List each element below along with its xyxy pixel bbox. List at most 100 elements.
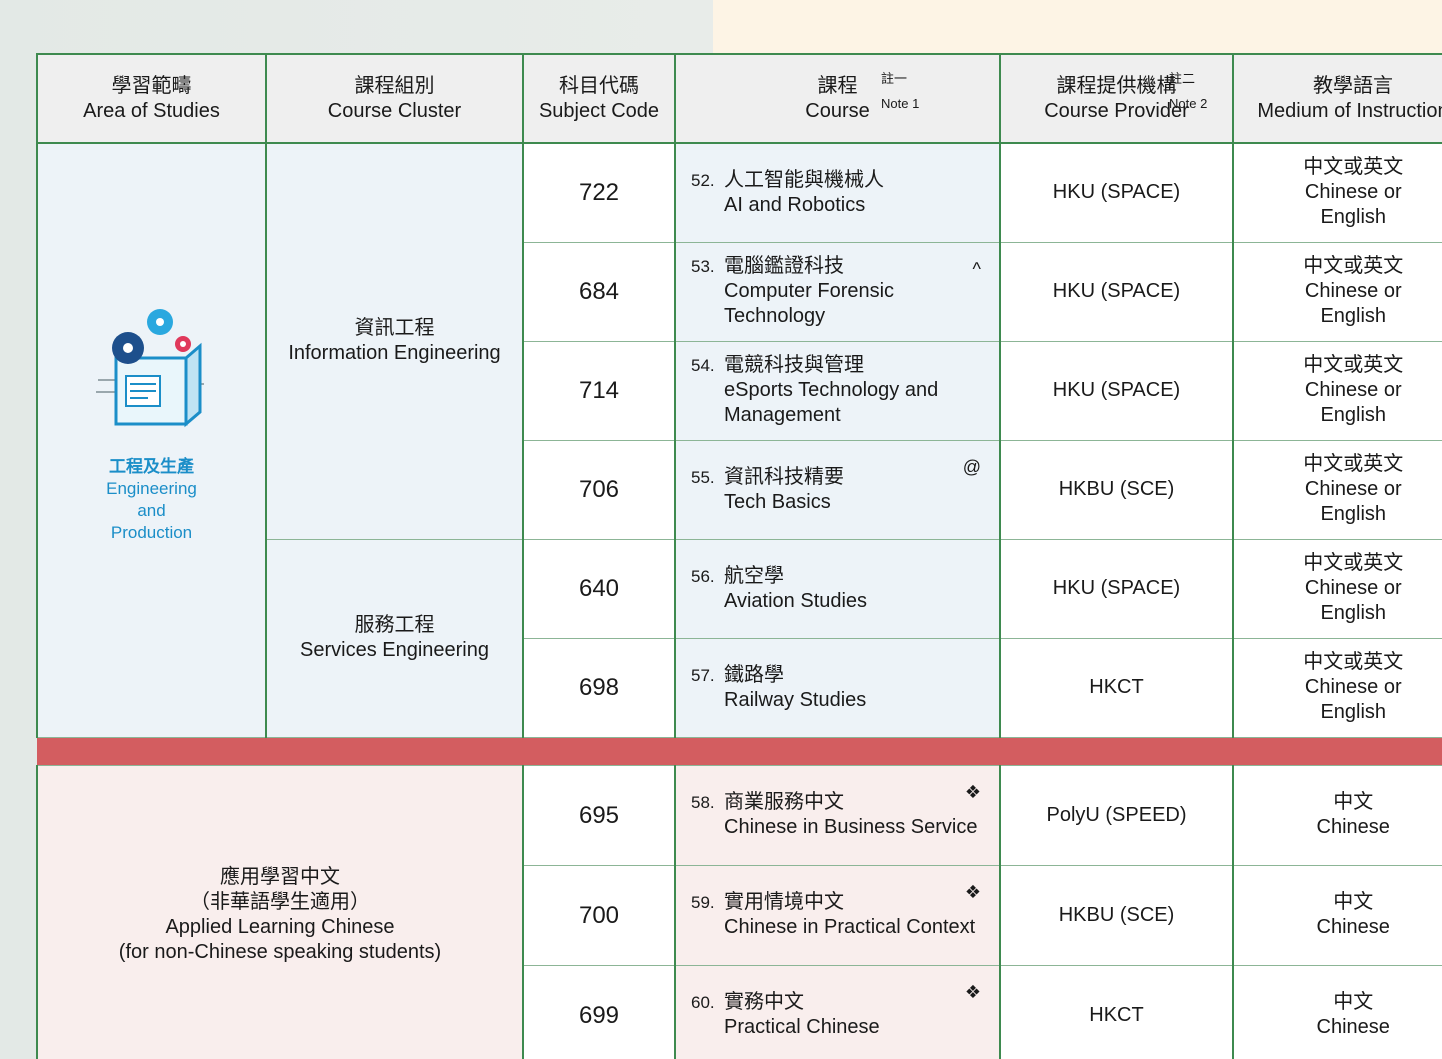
course-en: Chinese in Practical Context: [724, 916, 976, 938]
subject-code: 698: [522, 637, 676, 738]
medium-wrap: 中文 Chinese: [1288, 790, 1418, 840]
course-zh: 實用情境中文: [724, 891, 844, 913]
medium-wrap: 中文或英文 Chinese or English: [1288, 452, 1418, 527]
course-wrap: 55. 資訊科技精要 Tech Basics: [676, 465, 999, 515]
course-row: 700 59. 實用情境中文 Chinese in Practical Context…: [37, 864, 1442, 966]
header-en: Subject Code: [538, 99, 660, 122]
area-text: （非華語學生適用）: [190, 891, 370, 913]
medium-en: Chinese or English: [1304, 478, 1402, 525]
course-row: 714 54. 電競科技與管理 eSports Technology and Mana…: [37, 340, 1442, 441]
medium-zh: 中文或英文: [1303, 651, 1404, 673]
course-cell: 55. 資訊科技精要 Tech Basics @: [674, 439, 1001, 540]
cluster-zh: 資訊工程: [354, 317, 435, 340]
medium-wrap: 中文或英文 Chinese or English: [1288, 254, 1418, 329]
note-zh: 註一: [881, 71, 908, 86]
medium-en: Chinese: [1316, 816, 1390, 838]
course-number: 54.: [691, 356, 715, 375]
course-row: 698 57. 鐵路學 Railway Studies HKCT 中文或英文 Chinese…: [37, 637, 1442, 738]
subject-code: 722: [522, 142, 676, 243]
course-wrap: 56. 航空學 Aviation Studies: [676, 564, 999, 614]
course-en: Computer Forensic Technology: [724, 280, 895, 327]
course-provider: HKU (SPACE): [999, 241, 1234, 342]
course-text: 資訊科技精要 Tech Basics: [724, 465, 844, 515]
cluster-en: Services Engineering: [300, 639, 489, 661]
course-number: 59.: [691, 893, 715, 912]
section-band: [37, 737, 1442, 765]
medium-en: Chinese or English: [1304, 676, 1402, 723]
course-provider: PolyU (SPEED): [999, 764, 1234, 866]
course-provider: HKBU (SCE): [999, 864, 1234, 966]
course-mark: ❖: [964, 881, 981, 902]
medium: 中文或英文 Chinese or English: [1232, 142, 1442, 243]
area-en: Engineering and Production: [106, 479, 197, 543]
subject-code: 695: [522, 764, 676, 866]
area-icon: [96, 309, 204, 428]
course-wrap: 54. 電競科技與管理 eSports Technology and Managem…: [676, 353, 999, 428]
course-en: Chinese in Business Service: [724, 816, 978, 838]
cluster-cell: 服務工程 Services Engineering: [265, 538, 524, 738]
header-zh: 課程提供機構: [1056, 74, 1177, 97]
subject-code: 714: [522, 340, 676, 441]
header-en: Course Provider: [1044, 99, 1189, 122]
course-zh: 資訊科技精要: [724, 465, 844, 488]
header-cell: 課程 Course 註一 Note 1: [674, 53, 1001, 144]
course-en: Tech Basics: [724, 490, 831, 513]
header-zh: 教學語言: [1313, 74, 1393, 97]
medium: 中文 Chinese: [1232, 864, 1442, 966]
medium: 中文或英文 Chinese or English: [1232, 241, 1442, 342]
course-text: 實務中文 Practical Chinese: [724, 990, 880, 1040]
course-zh: 鐵路學: [724, 663, 784, 686]
course-cell: 57. 鐵路學 Railway Studies: [674, 637, 1001, 738]
course-row: 684 53. 電腦鑑證科技 Computer Forensic Technology…: [37, 241, 1442, 342]
course-text: 鐵路學 Railway Studies: [724, 663, 866, 713]
course-zh: 電競科技與管理: [724, 354, 864, 376]
course-en: Aviation Studies: [724, 589, 868, 612]
header-cell: 課程組別 Course Cluster: [265, 53, 524, 144]
medium-wrap: 中文或英文 Chinese or English: [1288, 551, 1418, 626]
subject-code: 684: [522, 241, 676, 342]
medium-wrap: 中文或英文 Chinese or English: [1288, 650, 1418, 725]
course-cell: 52. 人工智能與機械人 AI and Robotics: [674, 142, 1001, 243]
course-mark: @: [962, 456, 981, 477]
course-provider: HKU (SPACE): [999, 538, 1234, 639]
medium-en: Chinese or English: [1304, 181, 1402, 229]
cluster-zh: 服務工程: [354, 614, 435, 636]
header-cell: 課程提供機構 Course Provider 註二 Note 2: [999, 53, 1234, 144]
course-en: Railway Studies: [724, 688, 867, 711]
header-en: Course: [805, 99, 870, 122]
course-text: 商業服務中文 Chinese in Business Service: [724, 790, 977, 840]
course-provider: HKU (SPACE): [999, 142, 1234, 243]
cluster-en: Information Engineering: [288, 342, 501, 365]
area-cell: 應用學習中文 （非華語學生適用） Applied Learning Chinese (…: [36, 764, 524, 1059]
course-cell: 58. 商業服務中文 Chinese in Business Service ❖: [674, 764, 1001, 866]
medium-zh: 中文或英文: [1303, 354, 1404, 376]
medium-en: Chinese: [1316, 1016, 1390, 1038]
course-en: eSports Technology and Management: [724, 379, 939, 426]
note-en: Note 2: [1169, 96, 1208, 111]
course-cell: 54. 電競科技與管理 eSports Technology and Managem…: [674, 340, 1001, 441]
subject-code: 700: [522, 864, 676, 966]
header-en: Area of Studies: [83, 99, 220, 122]
medium: 中文或英文 Chinese or English: [1232, 538, 1442, 639]
medium: 中文 Chinese: [1232, 764, 1442, 866]
course-en: Practical Chinese: [724, 1016, 880, 1038]
course-number: 55.: [691, 467, 715, 487]
course-cell: 59. 實用情境中文 Chinese in Practical Context ❖: [674, 864, 1001, 966]
header-zh: 學習範疇: [111, 74, 192, 97]
medium-zh: 中文: [1333, 891, 1374, 913]
area-text: Applied Learning Chinese: [165, 916, 395, 938]
course-zh: 實務中文: [724, 991, 804, 1013]
medium: 中文或英文 Chinese or English: [1232, 637, 1442, 738]
medium: 中文或英文 Chinese or English: [1232, 340, 1442, 441]
table-body: 學習範疇 Area of Studies 課程組別 Course Cluster 科目代…: [36, 53, 1442, 1059]
course-text: 人工智能與機械人 AI and Robotics: [724, 168, 884, 218]
course-number: 60.: [691, 993, 715, 1012]
subject-code: 699: [522, 964, 676, 1059]
medium-wrap: 中文 Chinese: [1288, 890, 1418, 940]
medium-zh: 中文或英文: [1303, 552, 1404, 574]
course-number: 56.: [691, 566, 715, 586]
note-zh: 註二: [1169, 71, 1196, 86]
course-wrap: 53. 電腦鑑證科技 Computer Forensic Technology: [676, 254, 999, 329]
medium-en: Chinese or English: [1304, 577, 1402, 624]
subject-code: 706: [522, 439, 676, 540]
